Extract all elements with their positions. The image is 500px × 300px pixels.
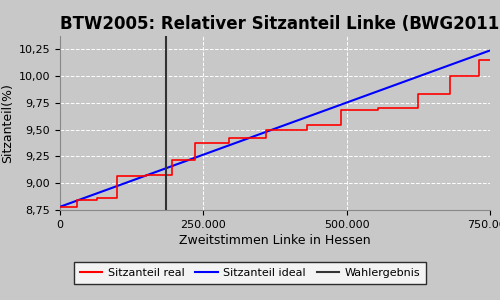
- Legend: Sitzanteil real, Sitzanteil ideal, Wahlergebnis: Sitzanteil real, Sitzanteil ideal, Wahle…: [74, 262, 426, 284]
- Y-axis label: Sitzanteil(%): Sitzanteil(%): [2, 83, 15, 163]
- Text: BTW2005: Relativer Sitzanteil Linke (BWG2011): BTW2005: Relativer Sitzanteil Linke (BWG…: [60, 15, 500, 33]
- X-axis label: Zweitstimmen Linke in Hessen: Zweitstimmen Linke in Hessen: [179, 234, 371, 247]
